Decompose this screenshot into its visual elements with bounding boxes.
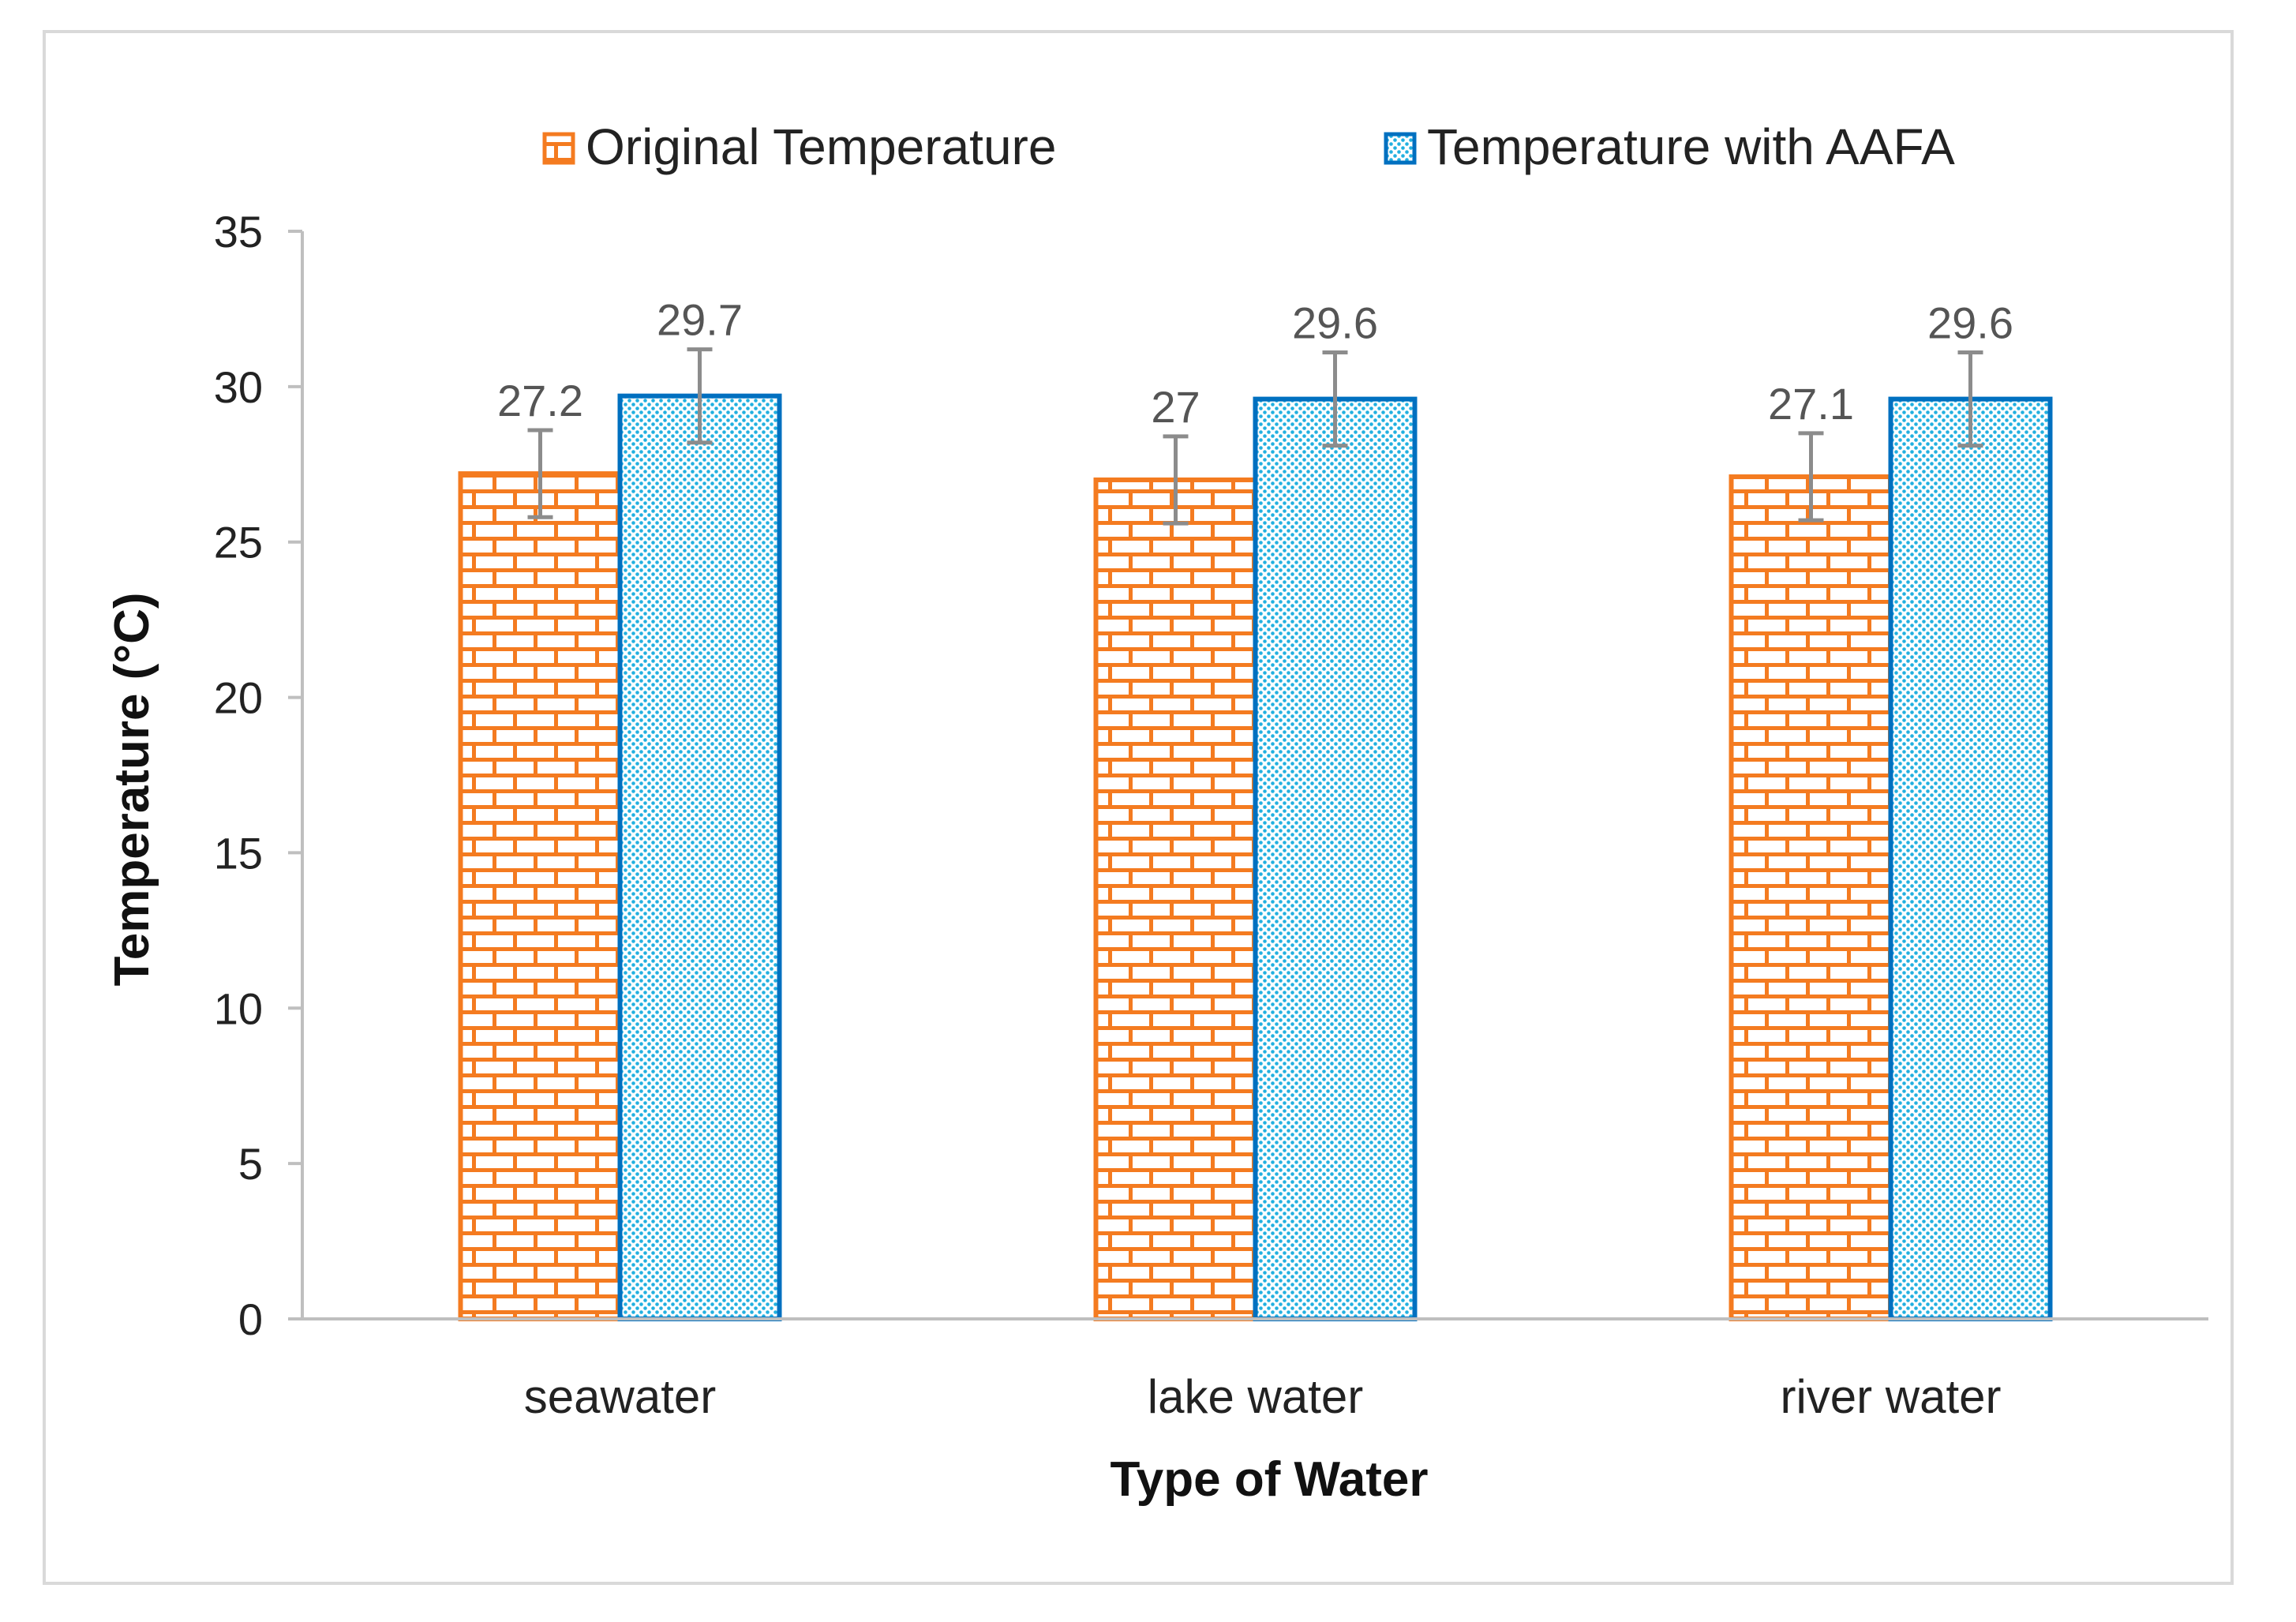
legend-item-original: Original Temperature [542,118,1056,175]
data-label-aafa: 29.7 [657,295,743,345]
bar-aafa [617,393,782,1321]
y-tick-label: 20 [214,673,263,723]
x-category-label: river water [1780,1370,2001,1423]
legend-swatch-original [542,132,575,165]
bar-original [1729,474,1893,1321]
data-label-original: 27.1 [1768,379,1854,429]
error-bar-original [1163,434,1189,526]
y-tick-label: 5 [238,1139,263,1189]
bar-aafa [1888,396,2053,1321]
legend-label-original: Original Temperature [586,118,1056,175]
x-axis-title: Type of Water [1110,1452,1428,1507]
data-label-aafa: 29.6 [1292,298,1378,348]
bar-original [458,471,623,1321]
y-tick-label: 10 [214,983,263,1033]
legend: Original Temperature Temperature with AA… [542,118,1955,175]
y-axis: 0 5 10 15 20 25 30 35 [214,207,304,1344]
y-tick-label: 15 [214,828,263,878]
x-axis-categories: seawater lake water river water [524,1370,2002,1423]
error-bar-aafa [1957,350,1983,448]
bars-layer: 27.2 29.7 27 29.6 27.1 29.6 [458,295,2053,1321]
error-bar-original [527,428,553,519]
data-label-original: 27.2 [497,376,583,425]
y-axis-title: Temperature (°C) [105,592,159,986]
bar-aafa [1253,396,1418,1321]
bar-original [1093,477,1258,1321]
error-bar-aafa [1322,350,1348,448]
legend-item-aafa: Temperature with AAFA [1384,118,1955,175]
data-label-original: 27 [1151,382,1200,432]
data-label-aafa: 29.6 [1927,298,2013,348]
y-tick-label: 35 [214,207,263,257]
y-tick-label: 0 [238,1294,263,1344]
x-category-label: lake water [1148,1370,1363,1423]
legend-swatch-aafa [1384,132,1417,165]
y-tick-label: 25 [214,518,263,568]
y-tick-label: 30 [214,362,263,412]
error-bar-aafa [687,347,713,445]
legend-label-aafa: Temperature with AAFA [1427,118,1955,175]
error-bar-original [1798,431,1824,523]
x-category-label: seawater [524,1370,716,1423]
